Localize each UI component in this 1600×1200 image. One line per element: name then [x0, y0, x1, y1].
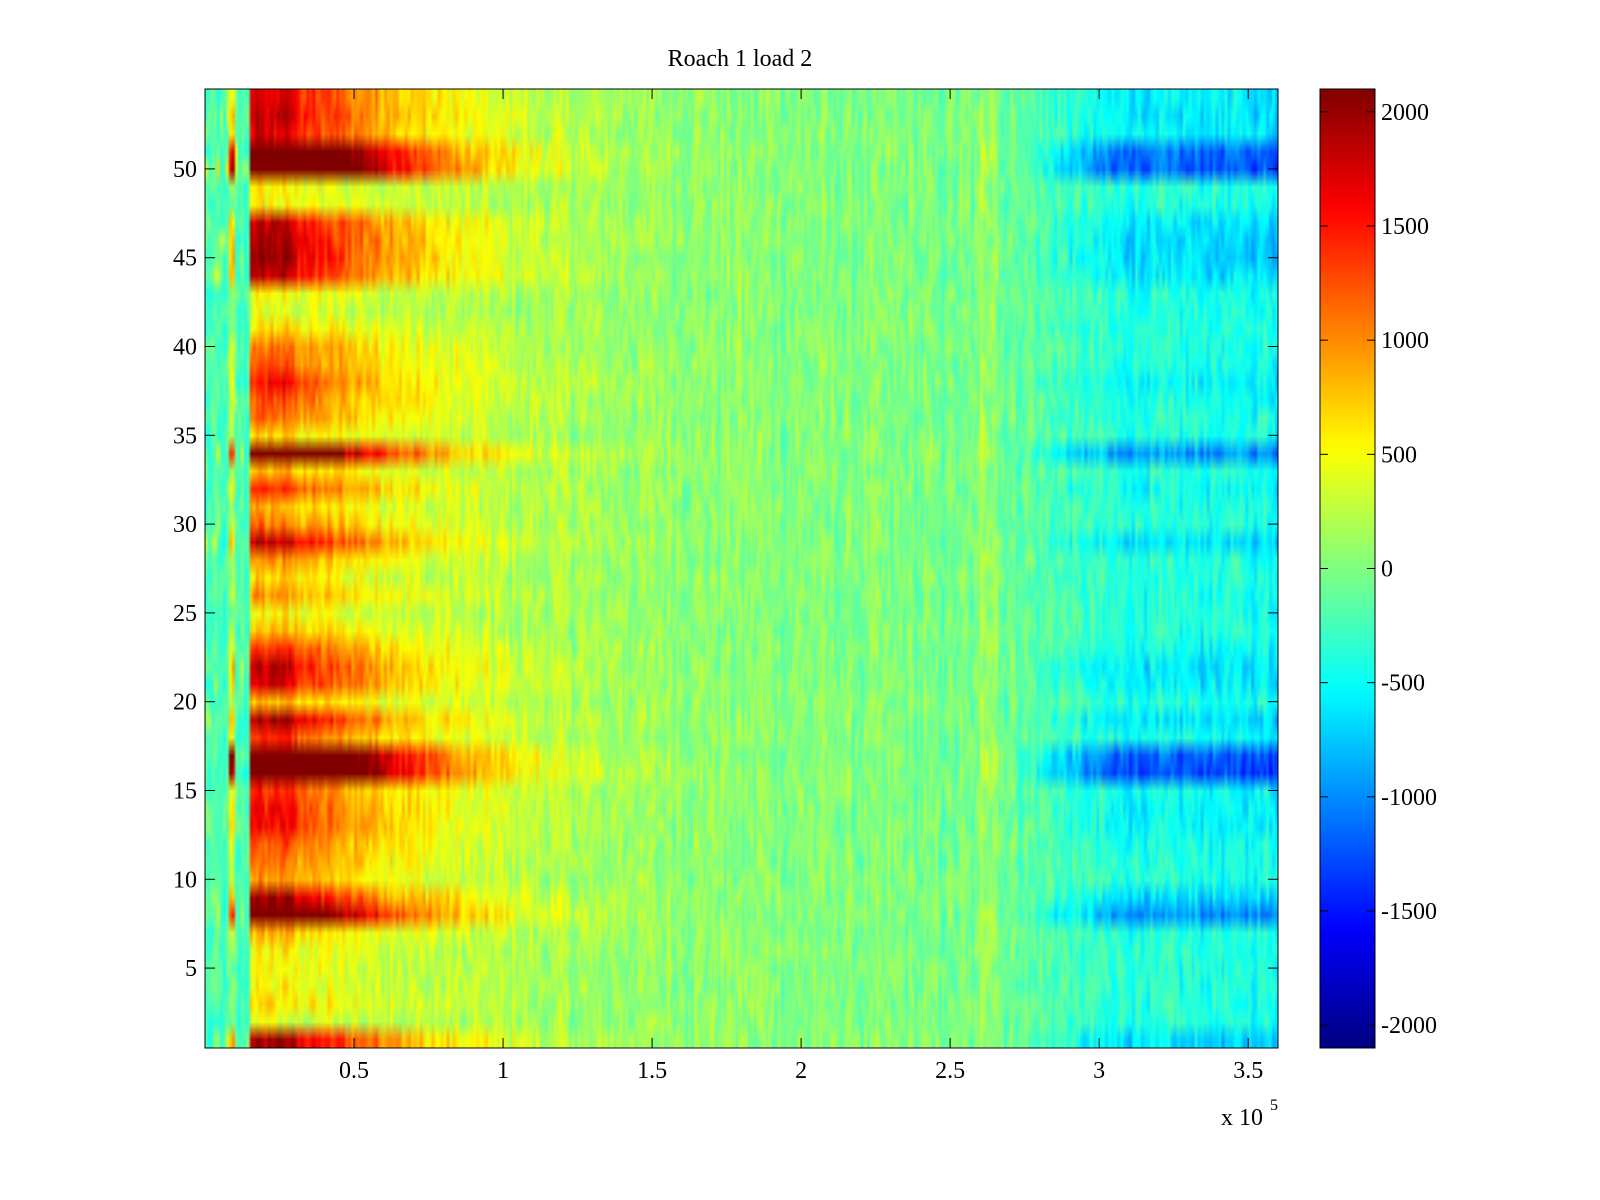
x-axis: 0.5 1 1.5 2 2.5 3 3.5 [339, 89, 1263, 1084]
x-exponent-base: x 10 [1221, 1105, 1263, 1131]
y-axis: 5 10 15 20 25 30 35 40 45 50 [173, 157, 1278, 982]
colorbar-tick-label: 2000 [1381, 100, 1429, 126]
colorbar-tick-label: 500 [1381, 442, 1417, 468]
colorbar-tick-label: 1000 [1381, 328, 1429, 354]
x-tick-label: 2 [795, 1058, 807, 1084]
colorbar-tick-label: 0 [1381, 557, 1393, 583]
x-tick-label: 3 [1093, 1058, 1105, 1084]
colorbar-tick-label: -1000 [1381, 785, 1437, 811]
y-tick-label: 5 [185, 956, 197, 982]
x-tick-label: 0.5 [339, 1058, 369, 1084]
y-tick-label: 45 [173, 246, 197, 272]
y-tick-label: 10 [173, 867, 197, 893]
y-tick-label: 50 [173, 157, 197, 183]
colorbar-tick-label: 1500 [1381, 214, 1429, 240]
heatmap-image [205, 89, 1278, 1048]
heatmap-plot-area [204, 88, 1279, 1049]
x-tick-label: 1 [497, 1058, 509, 1084]
x-exponent-power: 5 [1270, 1097, 1278, 1114]
colorbar: 2000 1500 1000 500 0 -500 -1000 -1500 -2000 [1319, 88, 1437, 1049]
colorbar-ticks: 2000 1500 1000 500 0 -500 -1000 -1500 -2000 [1320, 100, 1437, 1039]
x-tick-label: 3.5 [1233, 1058, 1263, 1084]
colorbar-tick-label: -500 [1381, 671, 1425, 697]
y-tick-label: 20 [173, 690, 197, 716]
colorbar-tick-label: -2000 [1381, 1013, 1437, 1039]
x-tick-label: 2.5 [935, 1058, 965, 1084]
y-tick-label: 35 [173, 423, 197, 449]
y-tick-label: 40 [173, 335, 197, 361]
x-tick-label: 1.5 [637, 1058, 667, 1084]
x-axis-exponent: x 10 5 [1221, 1097, 1278, 1131]
y-tick-label: 15 [173, 778, 197, 804]
colorbar-tick-label: -1500 [1381, 899, 1437, 925]
y-tick-label: 30 [173, 512, 197, 538]
plot-frame [204, 88, 1279, 1049]
chart-title: Roach 1 load 2 [668, 46, 813, 72]
y-tick-label: 25 [173, 601, 197, 627]
colorbar-gradient [1320, 89, 1375, 1048]
